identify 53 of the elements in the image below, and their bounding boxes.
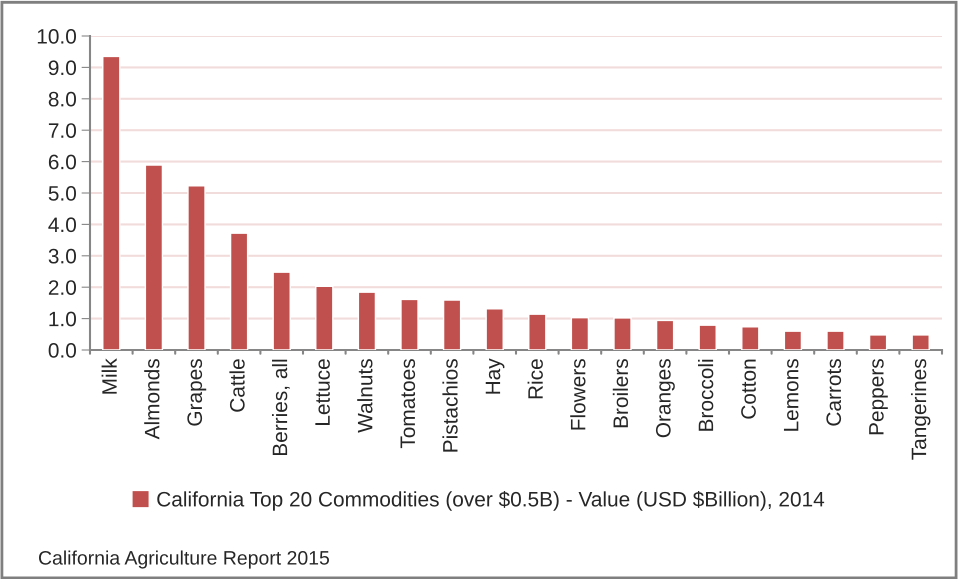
bar: [656, 320, 674, 350]
x-tick-label: Hay: [486, 358, 504, 394]
x-tick-label: Peppers: [869, 359, 888, 434]
x-tick-label: Rice: [528, 359, 543, 398]
x-tick-label: Tangerines: [910, 359, 930, 460]
bar: [400, 298, 419, 350]
y-tick-label: 9.0: [48, 60, 76, 76]
y-tick-label: 0.0: [48, 343, 76, 358]
bar: [230, 232, 248, 350]
x-tick-label: Walnuts: [357, 359, 372, 433]
x-tick-label: Almonds: [144, 359, 160, 440]
bar: [784, 330, 802, 350]
x-tick-label: Cotton: [741, 360, 756, 419]
x-tick-label: Lemons: [784, 359, 798, 431]
y-tick-label: 7.0: [48, 123, 76, 138]
y-tick-label: 3.0: [48, 248, 76, 264]
x-tick-label: Tomatoes: [400, 359, 416, 448]
y-tick-label: 4.0: [48, 217, 76, 232]
bar: [698, 324, 717, 350]
bar: [613, 317, 632, 350]
bar: [358, 292, 376, 350]
bar: [485, 308, 504, 350]
x-tick-label: Broilers: [612, 359, 628, 428]
y-tick-label: 6.0: [48, 154, 76, 170]
x-tick-label: Carrots: [826, 359, 842, 426]
bar: [868, 334, 888, 350]
bar: [442, 299, 462, 350]
y-tick-label: 10.0: [38, 29, 76, 44]
y-tick-label: 1.0: [49, 312, 76, 326]
x-tick-label: Broccoli: [698, 360, 714, 431]
y-tick-label: 2.0: [48, 280, 76, 295]
bar: [570, 316, 590, 350]
bar: [741, 326, 760, 350]
y-tick-label: 5.0: [48, 186, 76, 201]
bar: [187, 185, 206, 350]
bar: [102, 56, 121, 350]
bar: [144, 164, 164, 350]
bar: [826, 330, 845, 350]
x-tick-label: Milk: [102, 358, 117, 394]
x-tick-label: Flowers: [570, 359, 586, 430]
x-tick-label: Lettuce: [315, 359, 330, 425]
bar: [528, 314, 547, 350]
text: California Agriculture Report 2015: [38, 550, 330, 569]
x-tick-label: Oranges: [656, 359, 675, 438]
x-tick-label: Berries, all: [272, 360, 290, 456]
bar: [272, 271, 291, 350]
bar: [911, 334, 930, 350]
legend-label: California Top 20 Commodities (over $0.5B) - Value (USD $Billion), 2014: [157, 490, 824, 511]
bar: [315, 286, 334, 350]
x-tick-label: Grapes: [187, 359, 206, 426]
x-tick-label: Pistachios: [442, 359, 458, 452]
y-tick-label: 8.0: [48, 92, 76, 107]
x-tick-label: Cattle: [229, 359, 245, 412]
